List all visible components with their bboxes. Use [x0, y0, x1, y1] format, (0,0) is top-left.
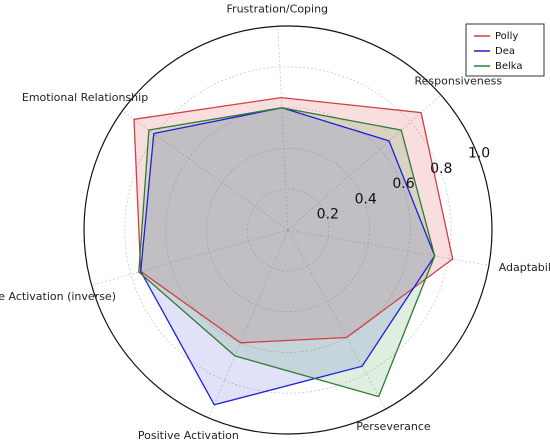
radial-tick-label: 1.0	[468, 146, 490, 162]
grid-spoke	[277, 26, 289, 231]
legend: Polly Dea Belka	[465, 23, 545, 77]
radial-tick-label: 0.8	[430, 161, 452, 177]
grid-spoke	[287, 229, 386, 410]
grid-circle	[246, 188, 330, 272]
series-belka-area	[138, 107, 435, 397]
series-polly-line	[133, 96, 454, 344]
legend-label-belka: Belka	[495, 61, 523, 72]
grid-spoke	[208, 229, 289, 419]
series-dea-area	[140, 107, 435, 405]
legend-label-dea: Dea	[495, 46, 515, 57]
axis-label: Responsiveness	[415, 74, 503, 87]
legend-label-polly: Polly	[495, 31, 518, 42]
axis-label: Adaptability	[499, 261, 550, 274]
axis-label: Positive Activation	[138, 429, 239, 442]
axis-label: Negative Activation (inverse)	[0, 290, 116, 303]
radial-tick-label: 0.6	[392, 176, 414, 192]
grid-spoke	[91, 229, 289, 286]
radial-tick-label: 0.4	[355, 191, 377, 207]
radial-tick-label: 0.2	[317, 207, 339, 223]
series-dea-line	[140, 107, 436, 406]
grid-spoke	[287, 229, 489, 266]
legend-box	[465, 23, 545, 77]
axis-label: Frustration/Coping	[227, 2, 329, 15]
grid-circle	[124, 66, 452, 394]
outer-frame	[83, 25, 493, 435]
series-layer	[133, 96, 454, 406]
series-polly-area	[134, 97, 453, 343]
grid-spoke	[287, 94, 442, 231]
grid-circle	[205, 147, 370, 312]
axis-label: Emotional Relationship	[22, 91, 148, 104]
axis-label: Perseverance	[356, 420, 431, 433]
grid-layer	[83, 25, 493, 435]
series-belka-line	[138, 107, 436, 398]
grid-circle	[165, 107, 411, 353]
grid-spoke	[122, 110, 289, 231]
